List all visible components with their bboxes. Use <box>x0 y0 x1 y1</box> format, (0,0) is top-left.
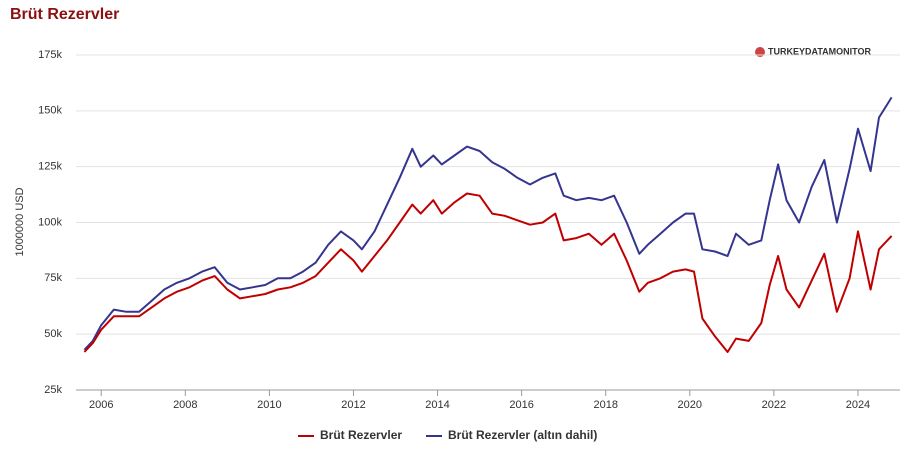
x-tick-label: 2018 <box>593 399 617 411</box>
x-tick-label: 2010 <box>257 399 281 411</box>
x-tick-label: 2014 <box>425 399 449 411</box>
x-tick-label: 2008 <box>173 399 197 411</box>
series-line <box>83 96 893 351</box>
y-tick-label: 175k <box>38 49 62 61</box>
legend-label: Brüt Rezervler (altın dahil) <box>448 428 597 442</box>
y-tick-label: 50k <box>44 328 62 340</box>
series-line <box>83 192 893 353</box>
x-tick-label: 2012 <box>341 399 365 411</box>
x-tick-label: 2020 <box>678 399 702 411</box>
y-tick-label: 125k <box>38 161 62 173</box>
x-tick-label: 2006 <box>89 399 113 411</box>
watermark: TURKEYDATAMONITOR <box>768 46 871 56</box>
y-tick-label: 25k <box>44 384 62 396</box>
x-tick-label: 2024 <box>846 399 870 411</box>
legend-label: Brüt Rezervler <box>320 428 402 442</box>
y-tick-label: 75k <box>44 272 62 284</box>
x-tick-label: 2022 <box>762 399 786 411</box>
y-axis-label: 1000000 USD <box>14 187 26 256</box>
y-tick-label: 150k <box>38 105 62 117</box>
y-tick-label: 100k <box>38 216 62 228</box>
x-tick-label: 2016 <box>509 399 533 411</box>
chart-title: Brüt Rezervler <box>10 6 119 23</box>
